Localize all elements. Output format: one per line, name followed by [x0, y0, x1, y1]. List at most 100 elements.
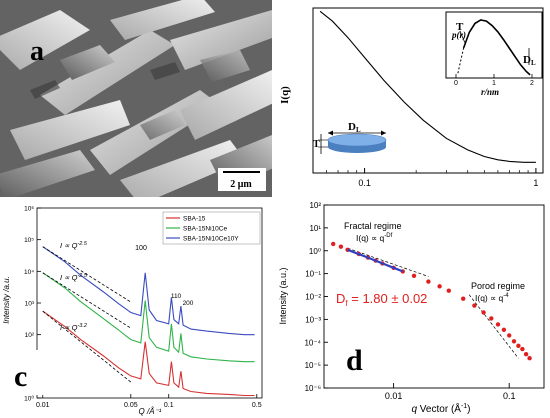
scale-bar-label: 2 μm [230, 179, 252, 190]
pr-inset: 0 1 2 p(r) r/nm T DL [445, 11, 543, 97]
x-tick-label: 1 [533, 178, 538, 188]
legend-ni10ce: SBA-15Ni10Ce [183, 226, 227, 233]
data-point [520, 346, 525, 352]
y-tick-label: 10⁴ [24, 269, 34, 276]
y-tick-label: 10⁰ [309, 247, 321, 256]
y-tick-label: 10⁻⁵ [305, 361, 321, 370]
fractal-chart: 0.01 0.1 10⁻⁶ 10⁻⁵ 10⁻⁴ 10⁻³ 10⁻² 10⁻¹ 10⁰ 10¹ 10²… [278, 201, 545, 415]
data-point [331, 241, 336, 247]
crystal-plates [0, 0, 272, 197]
inset-x-tick-label: 1 [492, 80, 496, 87]
data-point [437, 284, 442, 289]
x-axis-label: Q /Å⁻¹ [139, 407, 162, 416]
x-tick-label: 0.5 [252, 402, 262, 409]
porod-guide-line [468, 294, 519, 359]
x-tick-label: 0.1 [358, 178, 371, 188]
y-tick-label: 10² [25, 332, 35, 339]
pr-extrapolation [457, 47, 465, 74]
power-law-fit-2 [42, 246, 132, 303]
inset-T-label: T [456, 21, 464, 33]
inset-x-label: r/nm [481, 87, 499, 97]
y-axis-label: Intensity /a.u. [2, 276, 11, 324]
panel-letter-c: c [14, 360, 27, 393]
y-axis-label: I(q) [279, 86, 291, 104]
power-law-middle: I ∝ Q-2.5 [60, 273, 88, 282]
sem-image-panel: 2 μm a [0, 0, 272, 197]
sem-micrograph: 2 μm a [0, 0, 272, 197]
data-point [426, 279, 431, 284]
data-point [472, 303, 477, 308]
data-point [338, 244, 344, 249]
y-tick-label: 10⁻² [305, 293, 321, 302]
y-tick-label: 10³ [25, 301, 35, 308]
inset-y-label: p(r) [451, 30, 466, 40]
legend-ni10ce10y: SBA-15Ni10Ce10Y [183, 236, 239, 243]
saxs-chart-panel: 0.11 I(q) b DL T 012 p(r) r/nm T DL [276, 0, 550, 197]
y-tick-label: 10⁻³ [305, 315, 321, 324]
x-tick-label: 0.1 [503, 391, 516, 401]
fractal-guide-line [347, 247, 429, 277]
data-point [446, 288, 451, 293]
panel-letter-a: a [30, 36, 44, 67]
series-line-0 [42, 310, 255, 397]
fractal-dimension-value: Df = 1.80 ± 0.02 [336, 291, 427, 308]
y-tick-label: 10⁵ [24, 237, 34, 244]
data-point [507, 333, 512, 338]
fractal-chart-panel: 0.01 0.1 10⁻⁶ 10⁻⁵ 10⁻⁴ 10⁻³ 10⁻² 10⁻¹ 10⁰ 10¹ 10²… [276, 200, 550, 418]
legend: SBA-15 SBA-15Ni10Ce SBA-15Ni10Ce10Y [162, 211, 261, 245]
peak-label-110: 110 [171, 293, 182, 300]
inset-x-tick-label: 0 [454, 80, 458, 87]
data-point [527, 356, 532, 361]
disk-thickness-label: T [313, 139, 320, 150]
saxs-chart: 0.11 I(q) b DL T 012 p(r) r/nm T DL [279, 7, 544, 188]
y-tick-label: 10⁻⁶ [305, 384, 321, 393]
x-tick-label: 0.01 [385, 391, 403, 401]
power-law-fit-0 [42, 310, 132, 383]
fit-line [347, 248, 404, 273]
x-tick-label: 0.1 [164, 402, 174, 409]
data-point [511, 339, 517, 344]
data-point [495, 322, 501, 327]
y-tick-label: 10¹ [309, 224, 321, 233]
legend-sba15: SBA-15 [183, 216, 206, 223]
peak-label-200: 200 [183, 300, 194, 307]
saxs-curve [319, 10, 536, 163]
y-tick-label: 10⁶ [24, 206, 34, 213]
data-point [501, 327, 507, 332]
data-point [481, 310, 486, 315]
series-line-1 [42, 272, 255, 363]
porod-regime-title: Porod regime [471, 281, 525, 291]
data-point [489, 316, 494, 321]
y-tick-label: 10² [309, 201, 321, 210]
x-tick-label: 0.01 [36, 402, 50, 409]
peak-label-100: 100 [135, 245, 147, 252]
data-point [516, 343, 521, 348]
power-law-fit-1 [42, 272, 132, 329]
panel-letter-d: d [346, 344, 363, 377]
inset-T-arrow [459, 30, 466, 44]
inset-frame [445, 11, 543, 79]
data-point [523, 352, 529, 357]
power-law-top: I ∝ Q-2.5 [60, 241, 88, 250]
disk-schematic: DL T [313, 121, 387, 154]
porod-regime-law: I(q) ∝ q-4 [475, 293, 509, 303]
x-axis-label: q Vector (Å-1) [411, 402, 470, 415]
y-tick-label: 10⁻⁴ [304, 338, 321, 347]
pr-curve [462, 19, 531, 76]
disk-diameter-label: DL [348, 121, 361, 134]
scale-bar-box [218, 168, 266, 191]
power-law-bottom: I ∝ Q-3.2 [60, 323, 87, 332]
y-tick-label: 10⁰ [24, 395, 34, 403]
inset-D-label: DL [523, 54, 536, 67]
x-tick-label: 0.05 [124, 402, 138, 409]
fractal-regime-title: Fractal regime [344, 221, 402, 231]
data-point [461, 296, 466, 301]
y-tick-label: 10⁻¹ [305, 270, 321, 279]
sba-saxs-panel: 0.010.050.10.510⁰10¹10²10³10⁴10⁵10⁶ Inte… [0, 200, 272, 418]
y-axis-label: Intensity (a.u.) [278, 267, 288, 324]
sba-saxs-chart: 0.010.050.10.510⁰10¹10²10³10⁴10⁵10⁶ Inte… [2, 206, 263, 416]
data-point [411, 273, 417, 278]
series-line-2 [42, 246, 255, 336]
inset-x-tick-label: 2 [530, 80, 534, 87]
fractal-regime-law: I(q) ∝ q-Df [356, 233, 393, 243]
